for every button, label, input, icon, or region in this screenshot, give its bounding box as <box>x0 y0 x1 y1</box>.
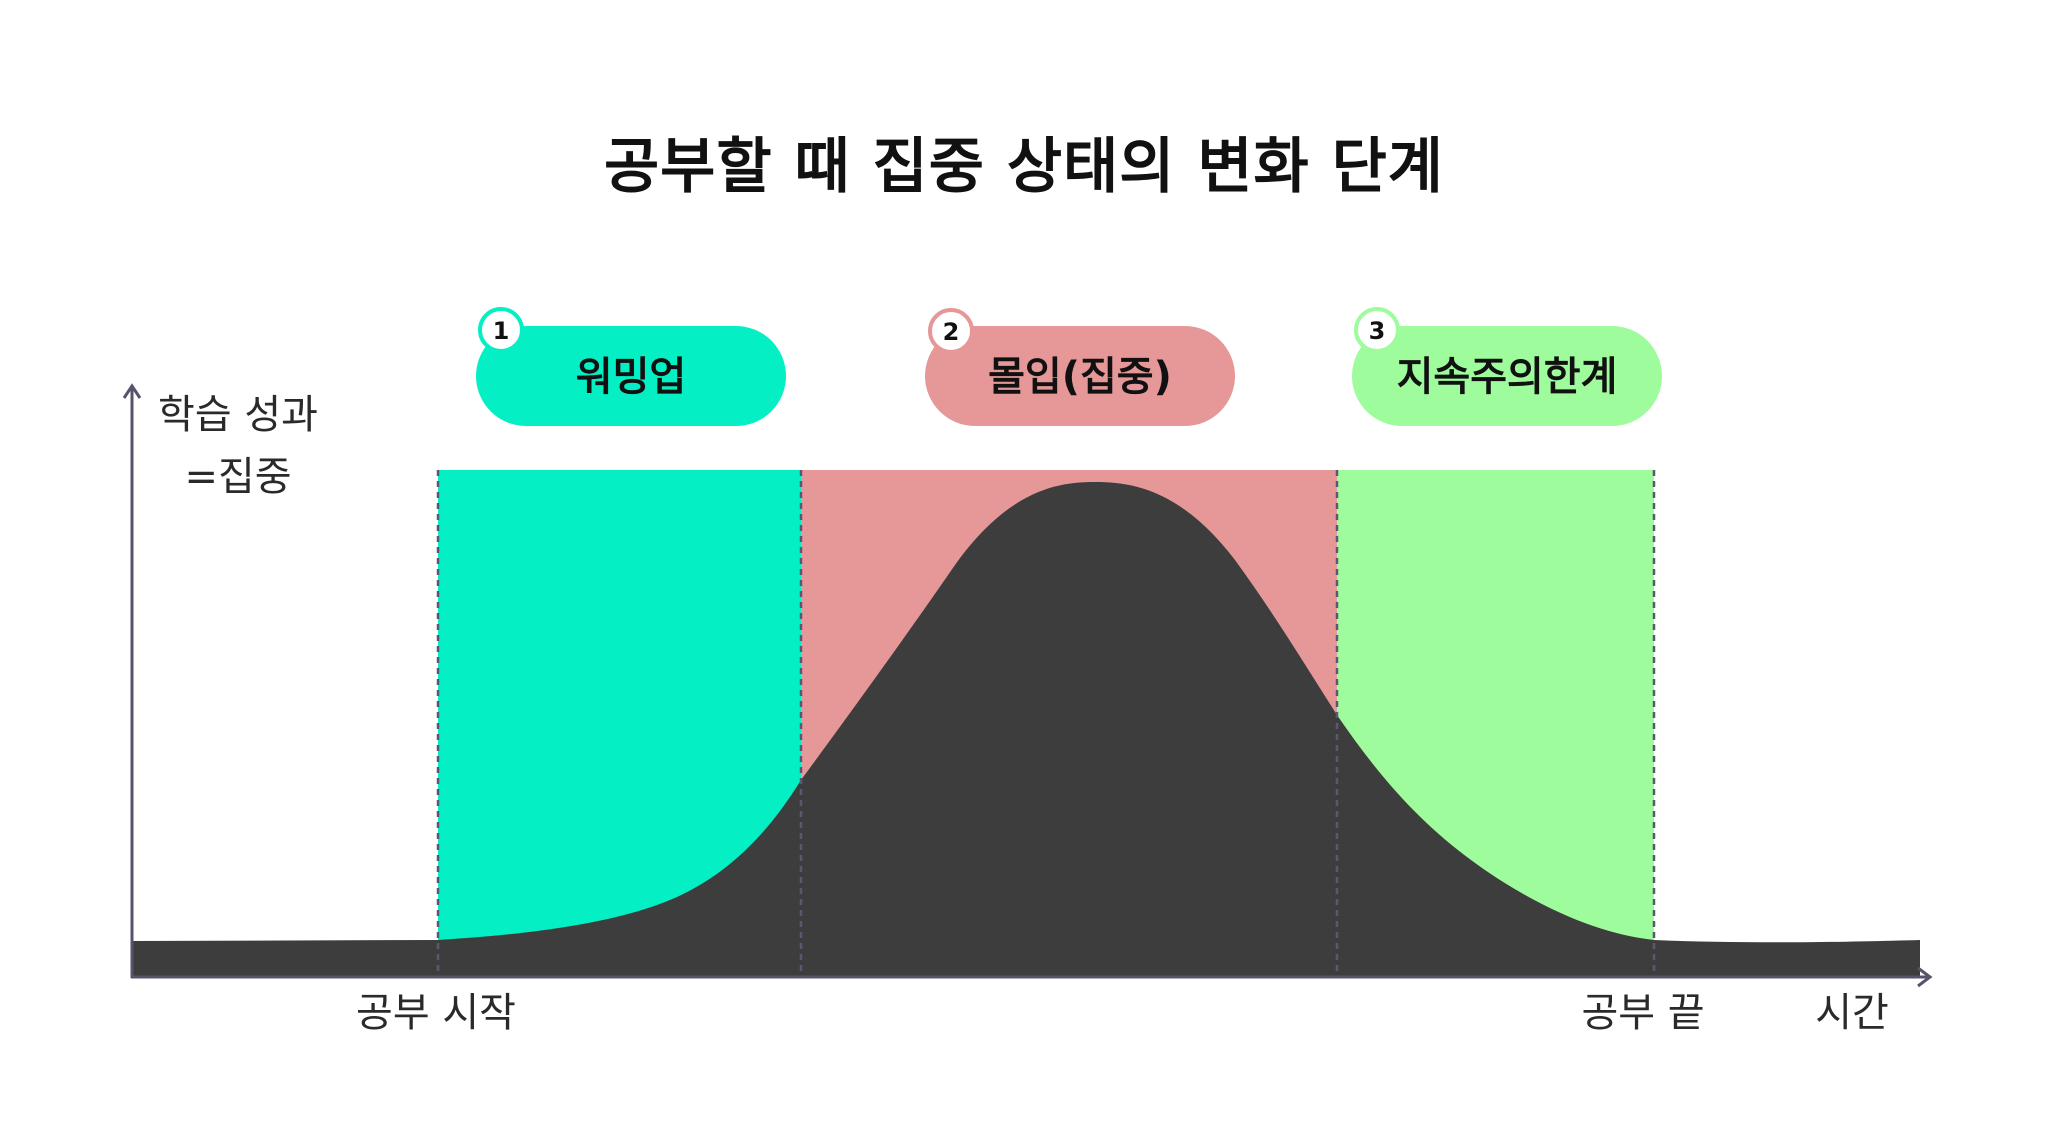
diagram-title: 공부할 때 집중 상태의 변화 단계 <box>603 132 1445 202</box>
phase-2-label: 몰입(집중) <box>988 354 1172 400</box>
phase-2-badge <box>928 308 974 354</box>
y-axis-label-line2: =집중 <box>184 454 291 500</box>
phase-1-label: 워밍업 <box>576 354 686 400</box>
phase-3-pill-bg <box>1352 326 1662 426</box>
phase-3-badge <box>1354 307 1400 353</box>
phase-2-pill: 몰입(집중) 2 <box>925 308 1235 426</box>
phase-1-badge <box>478 307 524 353</box>
x-axis-arrowhead <box>1917 966 1933 988</box>
y-axis-label-line1: 학습 성과 <box>158 392 318 438</box>
phase-1-pill-bg <box>476 326 786 426</box>
concentration-curve <box>133 482 1920 977</box>
y-axis-arrowhead <box>122 383 142 399</box>
phase-3-number: 3 <box>1369 317 1386 345</box>
x-axis-end-label: 공부 끝 <box>1581 990 1704 1036</box>
phase-1-number: 1 <box>493 317 510 345</box>
phase-1-pill: 워밍업 1 <box>476 307 786 426</box>
x-axis-start-label: 공부 시작 <box>356 990 516 1036</box>
phase-2-pill-bg <box>925 326 1235 426</box>
phase-3-label: 지속주의한계 <box>1397 354 1618 400</box>
x-axis-label: 시간 <box>1815 990 1889 1036</box>
phase-3-pill: 지속주의한계 3 <box>1352 307 1662 426</box>
phase-2-number: 2 <box>943 318 960 346</box>
